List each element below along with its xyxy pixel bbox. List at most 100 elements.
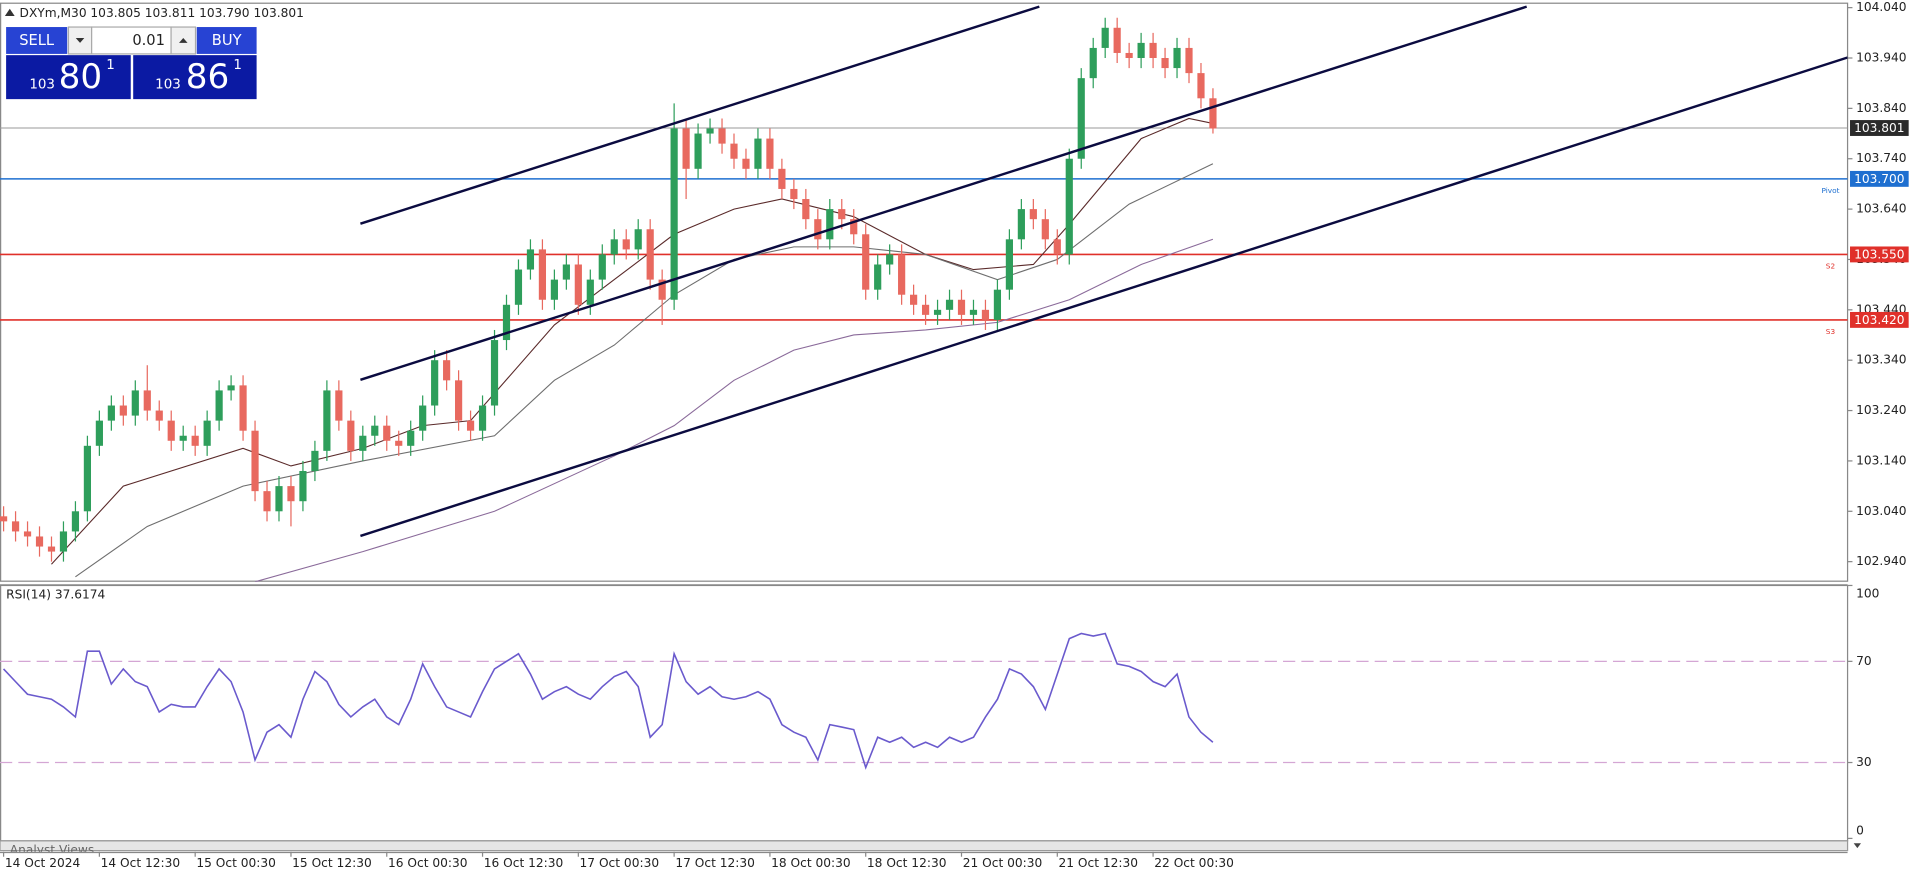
candle-body: [1197, 73, 1205, 99]
level-label: 103.420: [1854, 313, 1904, 327]
rsi-line: [2, 632, 1214, 770]
candle-body: [562, 264, 570, 280]
candle-body: [1185, 47, 1193, 74]
y-tick-label: 104.040: [1856, 0, 1906, 14]
x-tick-label: 21 Oct 00:30: [963, 856, 1043, 870]
level-label-box: [1850, 246, 1909, 263]
scroll-arrow[interactable]: [1853, 843, 1862, 849]
time-axis-bg: [0, 851, 1916, 872]
level-tag: S3: [1826, 327, 1836, 336]
candle-body: [933, 309, 942, 315]
level-label-box: [1850, 170, 1909, 187]
level-tag: S2: [1826, 262, 1835, 271]
candle-body: [646, 229, 654, 280]
y-tick-label: 103.340: [1856, 353, 1906, 367]
sell-button[interactable]: [6, 27, 68, 54]
candle-body: [227, 385, 235, 391]
y-tick-label: 103.740: [1856, 151, 1906, 165]
candle-body: [921, 304, 930, 315]
candle-body: [143, 390, 151, 411]
indicator-title: RSI(14) 37.6174: [6, 588, 105, 602]
sell-label: SELL: [19, 32, 55, 49]
candle-body: [419, 405, 427, 431]
candle-body: [586, 279, 594, 305]
candle-body: [670, 128, 678, 300]
ask-prefix: 103: [155, 77, 181, 92]
candle-body: [287, 486, 295, 502]
candle-body: [598, 254, 606, 280]
candle-body: [610, 239, 618, 255]
price-plot: [0, 5, 1848, 582]
buy-button[interactable]: [196, 27, 257, 54]
candle-body: [1089, 47, 1097, 79]
y-tick-label: 103.940: [1856, 51, 1906, 65]
candle-body: [502, 304, 511, 341]
ask-box[interactable]: [133, 55, 257, 100]
candle-body: [730, 143, 738, 159]
candle-body: [431, 360, 439, 406]
candle-body: [191, 435, 199, 446]
candle-body: [694, 133, 702, 169]
candle-body: [766, 138, 774, 169]
candle-body: [11, 521, 20, 532]
volume: 0.01: [132, 32, 165, 49]
candle-body: [1077, 78, 1085, 159]
symbol-icon[interactable]: [4, 8, 15, 17]
candle-body: [981, 309, 990, 320]
candle-body: [371, 425, 379, 436]
bid-box[interactable]: [6, 55, 131, 100]
candle-body: [1125, 52, 1133, 59]
down-arrow: [75, 38, 85, 43]
candle-body: [251, 430, 259, 492]
candle-body: [874, 264, 882, 290]
y-tick-label: 0: [1856, 824, 1864, 838]
candle-body: [107, 405, 115, 421]
candle-body: [335, 390, 343, 421]
candle-body: [1137, 42, 1145, 59]
candle-body: [490, 340, 499, 406]
candle-body: [455, 380, 463, 421]
level-tag: Pivot: [1821, 186, 1839, 195]
y-tick-label: 103.640: [1856, 202, 1906, 216]
candle-body: [119, 405, 127, 416]
candle-body: [1041, 219, 1049, 240]
candle-body: [131, 390, 139, 416]
x-tick-label: 17 Oct 12:30: [675, 856, 755, 870]
candle-body: [790, 188, 798, 200]
bid-big: 80: [59, 57, 103, 97]
y-tick-label: 70: [1856, 654, 1872, 668]
channel-line: [360, 56, 1848, 538]
y-tick-label: 103.040: [1856, 504, 1906, 518]
level-label-box: [1850, 120, 1909, 136]
candle-body: [215, 390, 223, 421]
candle-body: [203, 420, 211, 446]
candle-body: [838, 209, 846, 220]
volume-input[interactable]: [91, 26, 172, 55]
symbol: DXYm,M30: [20, 6, 87, 20]
y-tick-label: 102.940: [1856, 554, 1906, 568]
candle-body: [23, 531, 32, 537]
level-label: 103.550: [1854, 248, 1904, 262]
candle-body: [826, 209, 834, 240]
buy-label: BUY: [212, 32, 242, 49]
x-tick-label: 15 Oct 12:30: [292, 856, 372, 870]
candle-body: [622, 239, 630, 250]
candle-body: [1065, 158, 1073, 255]
x-tick-label: 22 Oct 00:30: [1154, 856, 1234, 870]
x-tick-label: 17 Oct 00:30: [580, 856, 660, 870]
candle-body: [1161, 58, 1169, 69]
candle-body: [538, 249, 547, 300]
candle-body: [299, 470, 307, 502]
candle-body: [466, 420, 475, 431]
candle-body: [323, 390, 331, 451]
quote: 103.805 103.811 103.790 103.801: [90, 6, 304, 20]
candle-body: [682, 128, 690, 169]
candle-body: [167, 420, 175, 441]
candle-body: [993, 289, 1002, 320]
x-tick-label: 18 Oct 00:30: [771, 856, 851, 870]
candle-body: [862, 234, 870, 290]
candle-body: [886, 254, 894, 265]
candle-body: [155, 410, 163, 421]
